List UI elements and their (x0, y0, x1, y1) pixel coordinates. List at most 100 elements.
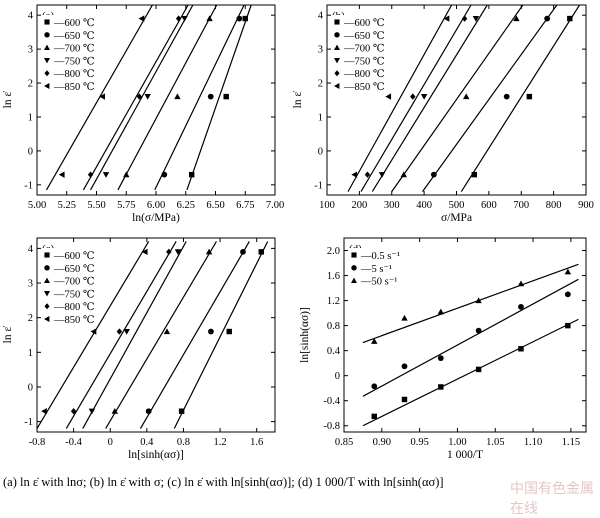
legend-marker (351, 277, 357, 283)
series-5-s (371, 291, 571, 390)
fit-line-800 (65, 241, 177, 429)
y-tick-label: 1 (318, 112, 323, 123)
x-tick-label: 0.4 (140, 437, 154, 448)
fit-line-750 (371, 5, 488, 192)
fit-line-50-s (362, 263, 579, 344)
figure-canvas: 5.00 5.25 5.50 5.75 6.00 6.25 6.50 6.75 7.00-101… (2, 4, 594, 461)
series-650 (161, 15, 243, 178)
data-point (166, 248, 172, 256)
legend-marker (44, 265, 50, 271)
fit-line-650 (139, 241, 250, 429)
legend-label: —0.5 s⁻¹ (360, 251, 400, 262)
data-point (443, 15, 450, 22)
data-point (503, 93, 510, 100)
legend-marker (334, 58, 340, 64)
plot-frame (343, 237, 587, 433)
fit-line-700 (117, 5, 218, 191)
data-point (205, 248, 213, 255)
x-tick-label: 1.00 (448, 437, 466, 448)
fit-line-850 (347, 5, 453, 192)
fit-line-800 (82, 5, 189, 191)
data-point (475, 297, 482, 304)
legend-marker (44, 277, 50, 283)
x-axis-label: 1 000/T (447, 449, 483, 461)
x-tick-label: 7.00 (266, 200, 284, 211)
data-point (371, 413, 377, 420)
y-tick-label: 3 (28, 45, 33, 56)
data-point (240, 248, 246, 255)
legend-label: —850 ℃ (343, 82, 385, 93)
data-point (116, 328, 123, 335)
legend-marker (44, 316, 50, 322)
data-point (236, 15, 243, 22)
data-point (242, 15, 248, 22)
x-tick-label: 6.50 (206, 200, 224, 211)
series-800 (70, 248, 172, 415)
fit-line-750 (82, 241, 187, 429)
legend-label: —800 ℃ (53, 302, 95, 313)
fit-line-600 (173, 241, 269, 429)
y-tick-label: -1 (24, 417, 33, 428)
data-point (517, 280, 525, 287)
legend-marker (334, 32, 340, 38)
fit-line-800 (360, 5, 472, 192)
legend-label: —800 ℃ (53, 69, 95, 80)
x-tick-label: 0.95 (410, 437, 428, 448)
data-point (258, 249, 264, 255)
x-tick-label: 600 (481, 200, 497, 211)
data-point (145, 408, 152, 415)
legend-background (348, 248, 402, 289)
x-tick-label: 1.2 (214, 437, 227, 448)
fit-line-850 (37, 241, 150, 429)
fit-line-5-s (362, 278, 579, 397)
y-tick-label: 2 (28, 79, 33, 90)
y-tick-label: 0 (28, 146, 33, 157)
figure-caption: (a) ln ε̇ with lnσ; (b) ln ε̇ with σ; (c… (3, 475, 444, 489)
legend-label: —750 ℃ (53, 289, 95, 300)
series-700 (123, 15, 213, 178)
fit-line-850 (45, 5, 153, 191)
y-tick-label: 2.0 (327, 246, 340, 257)
x-tick-label: 5.50 (87, 200, 105, 211)
data-point (385, 93, 392, 100)
legend-label: —650 ℃ (53, 264, 95, 275)
data-point (526, 93, 533, 100)
x-tick-label: 1.6 (250, 437, 263, 448)
data-point (410, 93, 416, 100)
data-point (371, 383, 378, 390)
legend-label: —5 s⁻¹ (360, 264, 392, 275)
y-axis-label: ln ε̇ (2, 91, 14, 109)
data-point (136, 93, 143, 100)
data-point (88, 408, 96, 415)
data-point (111, 408, 119, 414)
legend-marker (44, 291, 50, 297)
x-tick-label: -0.4 (65, 437, 82, 448)
data-point (223, 93, 229, 100)
data-point (463, 93, 470, 100)
data-point (188, 171, 195, 178)
legend: —600 ℃ —650 ℃ —700 ℃—750 ℃ —800 ℃ —850 ℃ (41, 248, 95, 327)
legend-label: —800 ℃ (343, 69, 385, 80)
series-600 (178, 249, 264, 414)
x-tick-label: 6.25 (177, 200, 195, 211)
x-tick-label: 0.85 (335, 437, 353, 448)
legend-label: —50 s⁻¹ (360, 277, 397, 288)
x-tick-label: 5.25 (58, 200, 76, 211)
y-tick-label: -1 (24, 180, 33, 191)
fit-line-650 (154, 5, 245, 191)
data-point (461, 15, 468, 22)
legend: —0.5 s⁻¹ —5 s⁻¹ —50 s⁻¹ (348, 248, 402, 289)
y-tick-label: 3 (28, 279, 33, 290)
x-tick-label: 200 (352, 200, 368, 211)
data-point (90, 328, 97, 335)
data-point (475, 366, 482, 373)
legend-marker (334, 83, 340, 89)
data-point (564, 291, 571, 298)
x-axis-label: σ/MPa (441, 212, 472, 224)
x-tick-label: 400 (416, 200, 432, 211)
y-tick-label: 1.2 (327, 296, 340, 307)
data-point (567, 15, 573, 22)
data-point (420, 94, 428, 100)
series-850 (41, 248, 148, 415)
legend: —600 ℃ —650 ℃ —700 ℃—750 ℃ —800 ℃ —850 ℃ (331, 15, 385, 94)
